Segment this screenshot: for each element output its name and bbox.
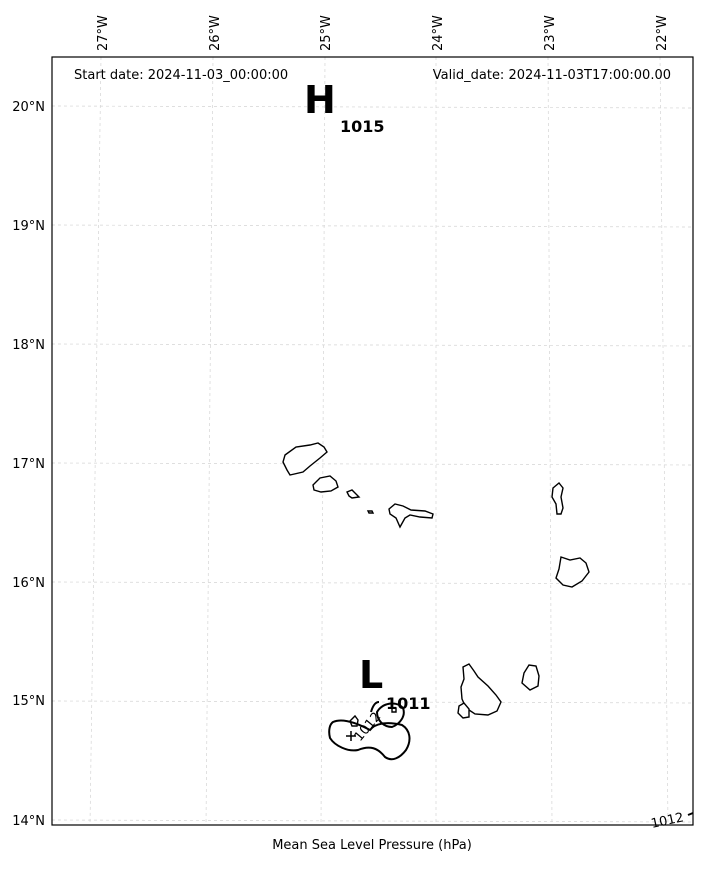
island-santo-antao xyxy=(282,442,328,476)
low-pressure-value: 1011 xyxy=(386,694,431,713)
island-sal xyxy=(551,482,564,515)
island-boa-vista xyxy=(555,556,590,588)
island-maio xyxy=(521,664,540,691)
lat-label-15n: 15°N xyxy=(12,694,45,709)
island-santa-luzia xyxy=(346,489,361,499)
high-pressure-value: 1015 xyxy=(340,117,385,136)
lat-label-20n: 20°N xyxy=(12,100,45,115)
lon-label-24w: 24°W xyxy=(431,15,446,51)
start-date-label: Start date: 2024-11-03_00:00:00 xyxy=(74,68,288,83)
low-pressure-letter: L xyxy=(359,653,383,697)
longitude-labels: 27°W 26°W 25°W 24°W 23°W 22°W xyxy=(96,15,670,51)
island-fogo xyxy=(457,702,470,719)
lat-label-17n: 17°N xyxy=(12,457,45,472)
isobar-1012-closed xyxy=(328,719,411,761)
island-raso xyxy=(366,510,375,514)
isobar-low-core xyxy=(391,707,397,713)
island-sao-nicolau xyxy=(388,503,434,529)
lon-label-26w: 26°W xyxy=(208,15,223,51)
latitude-labels: 20°N 19°N 18°N 17°N 16°N 15°N 14°N xyxy=(12,100,45,829)
lon-label-22w: 22°W xyxy=(655,15,670,51)
isobar-1012-low-arc xyxy=(370,701,380,713)
isobar-label-corner: 1012 xyxy=(650,810,685,832)
coastlines xyxy=(282,442,590,727)
isobars xyxy=(328,701,694,816)
lat-label-18n: 18°N xyxy=(12,338,45,353)
lon-label-25w: 25°W xyxy=(319,15,334,51)
high-pressure-letter: H xyxy=(304,78,336,122)
lat-label-16n: 16°N xyxy=(12,576,45,591)
map-frame xyxy=(51,56,694,826)
lon-label-27w: 27°W xyxy=(96,15,111,51)
valid-date-label: Valid_date: 2024-11-03T17:00:00.00 xyxy=(433,68,671,83)
lon-label-23w: 23°W xyxy=(543,15,558,51)
isobar-1012-low-ring xyxy=(375,702,405,729)
lat-label-19n: 19°N xyxy=(12,219,45,234)
isobar-label-low: 1012 xyxy=(352,710,385,745)
low-center-marker xyxy=(346,731,356,741)
gridlines xyxy=(51,56,694,826)
map-caption: Mean Sea Level Pressure (hPa) xyxy=(272,838,472,853)
island-sao-vicente xyxy=(312,475,339,493)
lat-label-14n: 14°N xyxy=(12,814,45,829)
island-santiago xyxy=(460,663,502,716)
isobar-1012-corner xyxy=(687,812,694,816)
